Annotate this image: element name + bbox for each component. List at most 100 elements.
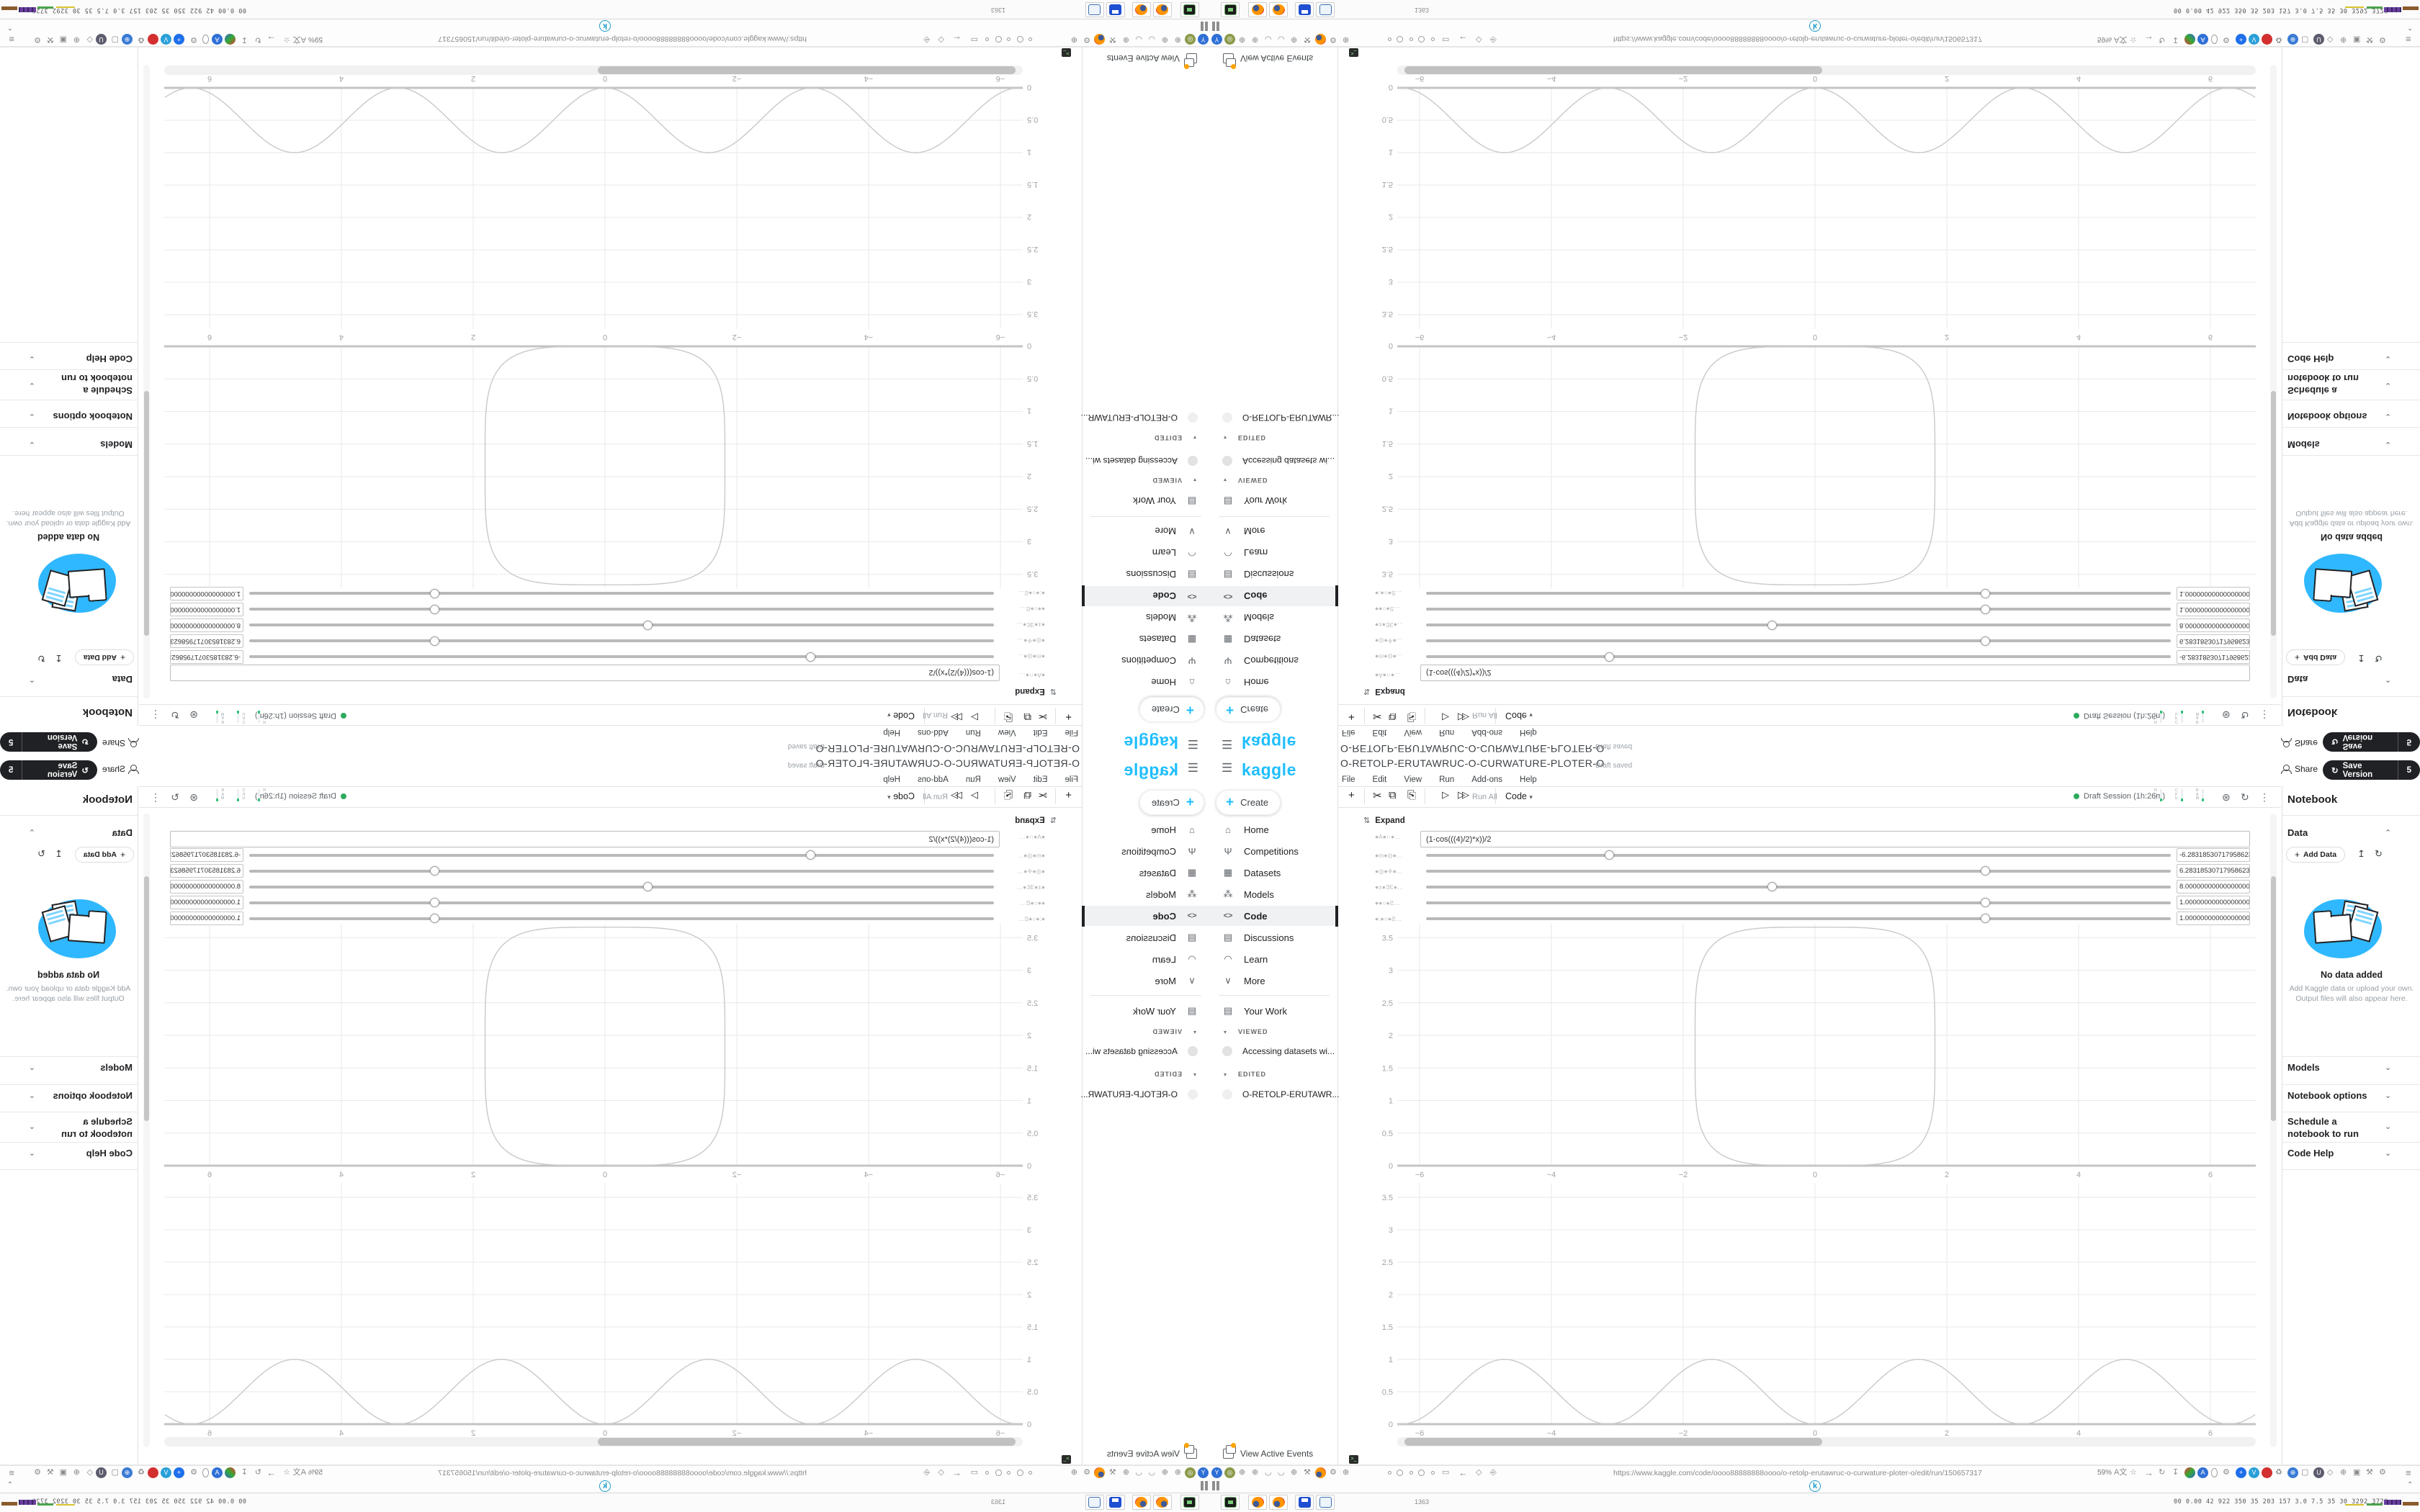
sidebar-item-home[interactable]: ⌂ Home [1082,819,1210,840]
output-horizontal-scrollbar[interactable] [1397,1437,2256,1446]
run-cell-button[interactable]: ▷ [971,712,978,723]
slider-xmax[interactable] [249,866,994,876]
sidebar-item-datasets[interactable]: ▦ Datasets [1139,867,1197,878]
globe-icon[interactable]: ⊕ [1174,35,1181,44]
globe-icon[interactable]: ⊕ [1239,35,1246,44]
package-icon[interactable]: ▢ [111,1468,119,1477]
radio-dot-icon[interactable] [1431,1471,1435,1475]
sidebar-item-code[interactable]: <> Code [1082,906,1210,926]
terminal-app-icon[interactable] [1180,2,1199,17]
create-button[interactable]: + Create [1139,697,1204,722]
slider-thumb[interactable] [643,882,653,891]
edited-caption[interactable]: ▾ EDITED [1153,1071,1196,1078]
slider-value-resolution[interactable]: 8.0000000000000000000 [170,618,243,632]
globe-icon[interactable]: ⊕ [2340,35,2347,44]
globe-icon[interactable]: ⊕ [73,35,80,44]
slider-thumb[interactable] [430,914,439,923]
refresh-icon[interactable]: ↻ [37,848,45,859]
paste-cell-button[interactable]: ⎘ [1003,789,1013,801]
camera-icon[interactable]: ◎ [1185,1467,1196,1478]
globe-icon[interactable]: ⊕ [73,1468,80,1477]
gauge-icon[interactable]: ◡ [1135,35,1142,44]
add-cell-button[interactable]: + [1348,711,1355,723]
add-data-button[interactable]: + Add Data [75,649,134,665]
slider-thumb[interactable] [430,605,439,614]
run-cell-button[interactable]: ▷ [1442,789,1449,800]
models-section[interactable]: Models [100,1062,133,1073]
firefox-app-icon[interactable] [1153,2,1172,17]
radio-dot-icon[interactable] [1007,1471,1010,1475]
run-all-label[interactable]: Run All [1472,793,1497,801]
chevron-down-icon[interactable]: ⌄ [28,1149,35,1158]
page-vertical-scrollbar[interactable] [2270,814,2277,1447]
models-section[interactable]: Models [2287,439,2320,450]
mouse-icon[interactable] [202,1468,209,1477]
folder-icon[interactable]: ▭ [1442,35,1450,44]
radio-dot-icon[interactable] [1388,1471,1392,1475]
add-cell-button[interactable]: + [1348,789,1355,801]
globe-icon[interactable]: ⊕ [1070,35,1077,44]
pause-bars-icon[interactable] [1200,1481,1208,1490]
marker-icon[interactable] [225,1467,236,1478]
forward-arrow-icon[interactable]: → [2144,1467,2154,1478]
output-horizontal-scrollbar[interactable] [164,1437,1023,1446]
radio-circle-icon[interactable] [995,1470,1002,1476]
slider-thumb[interactable] [1981,914,1990,923]
radio-circle-icon[interactable] [1397,36,1403,42]
forward-arrow-icon[interactable]: → [266,1467,276,1478]
code-help-section[interactable]: Code Help [86,1148,133,1158]
viewed-caption[interactable]: ▾ VIEWED [1224,477,1268,484]
firefox-app-icon[interactable] [1132,2,1151,17]
wrench-icon[interactable]: ⚒ [1304,35,1311,44]
shield-outline-icon[interactable]: ◇ [2327,35,2334,44]
add-cell-button[interactable]: + [1065,789,1072,801]
power-icon[interactable]: ⊛ [189,709,198,721]
hamburger-menu-icon[interactable]: ☰ [1222,761,1233,775]
package-icon[interactable]: ▢ [2301,35,2309,44]
formula-input[interactable] [170,665,1000,681]
slider-value-xmin[interactable]: -6.2831853071795862320 [2177,650,2250,664]
menu-run[interactable]: Run [965,728,981,737]
radio-dot-icon[interactable] [1410,1471,1413,1475]
view-active-events-button[interactable]: View Active Events [1223,1443,1313,1459]
hamburger-icon[interactable]: ≡ [9,34,14,45]
download-icon[interactable]: ↧ [241,35,248,44]
add-data-button[interactable]: + Add Data [2286,847,2345,863]
radio-dot-icon[interactable] [1028,37,1032,41]
sidebar-item-models[interactable]: ⁂ Models [1146,888,1197,900]
kaggle-tab-favicon[interactable]: k [599,1480,611,1492]
sidebar-item-discussions[interactable]: ▤ Discussions [1223,569,1294,581]
globe-icon[interactable]: ⊕ [1161,35,1168,44]
sidebar-item-edited-notebook[interactable]: O-RETOLP-ERUTAWR... [1210,1084,1339,1104]
hamburger-icon[interactable]: ≡ [2406,1467,2411,1478]
reload-icon[interactable]: ↻ [254,35,261,44]
sidebar-item-your-work[interactable]: ▤ Your Work [1133,495,1197,508]
shield-v-icon[interactable]: V [2249,34,2259,45]
globe-icon[interactable]: ⊕ [1174,1468,1181,1477]
hamburger-menu-icon[interactable]: ☰ [1222,737,1233,751]
radio-circle-icon[interactable] [1397,1470,1403,1476]
slider-a[interactable] [249,605,994,614]
terminal-app-icon[interactable] [1180,1495,1199,1510]
download-icon[interactable]: ↧ [2172,1468,2179,1477]
sidebar-item-viewed-notebook[interactable]: Accessing datasets wi... [1210,1041,1338,1061]
menu-edit[interactable]: Edit [1372,775,1387,784]
run-cell-button[interactable]: ▷ [971,789,978,800]
models-section[interactable]: Models [2287,1062,2320,1073]
ublock-icon[interactable]: U [96,34,107,45]
edited-caption[interactable]: ▾ EDITED [1224,1071,1267,1078]
viewed-caption[interactable]: ▾ VIEWED [1152,477,1196,484]
radio-circle-icon[interactable] [1418,1470,1425,1476]
puzzle-icon[interactable]: ▣ [2353,35,2361,44]
paste-cell-button[interactable]: ⎘ [1003,711,1013,723]
slider-thumb[interactable] [1981,898,1990,907]
translate-icon[interactable]: A文 [2114,35,2128,44]
formula-input[interactable] [170,831,1000,847]
schedule-section[interactable]: Schedule a notebook to run [2287,1116,2359,1139]
firefox-app-icon[interactable] [1132,1495,1151,1510]
view-active-events-button[interactable]: View Active Events [1107,53,1197,69]
gauge-icon[interactable]: ◡ [1135,1468,1142,1477]
forward-arrow-icon[interactable]: → [266,34,276,45]
firefox-icon[interactable] [1315,1467,1326,1478]
slider-thumb[interactable] [1981,636,1990,646]
